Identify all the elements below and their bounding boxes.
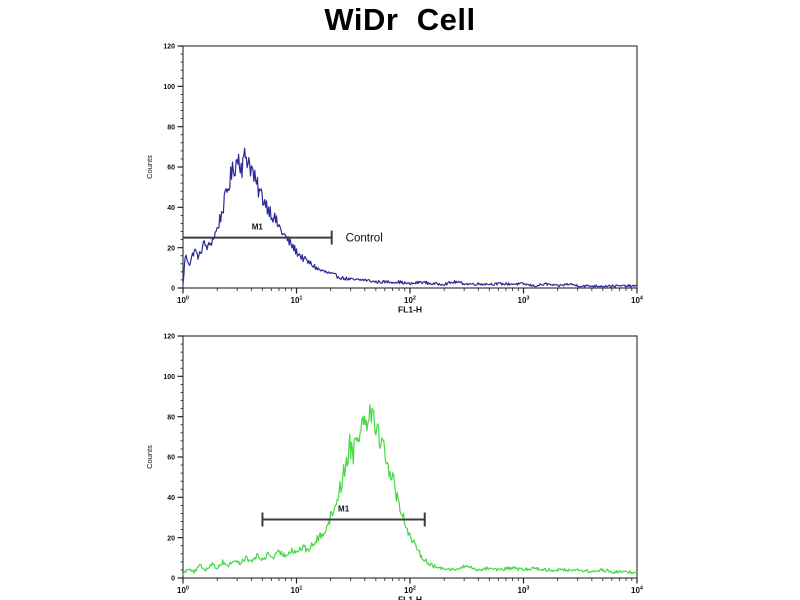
x-tick-label: 100 — [177, 586, 189, 596]
control-annotation: Control — [346, 233, 383, 245]
y-tick-label: 80 — [167, 414, 175, 421]
y-tick-label: 20 — [167, 535, 175, 542]
y-tick-label: 60 — [167, 165, 175, 172]
marker-m1-label: M1 — [252, 223, 264, 232]
x-tick-label: 102 — [404, 586, 416, 596]
y-tick-label: 120 — [163, 44, 175, 51]
y-tick-label: 20 — [167, 245, 175, 252]
x-tick-label: 101 — [291, 296, 303, 306]
y-tick-label: 120 — [163, 334, 175, 341]
y-tick-label: 80 — [167, 124, 175, 131]
x-axis-label: FL1-H — [398, 305, 422, 315]
y-axis-label: Counts — [145, 445, 154, 469]
y-tick-label: 100 — [163, 84, 175, 91]
x-tick-label: 102 — [404, 296, 416, 306]
x-tick-label: 101 — [291, 586, 303, 596]
x-tick-label: 103 — [518, 586, 530, 596]
y-tick-label: 0 — [171, 286, 175, 293]
marker-m1-label: M1 — [338, 505, 350, 514]
x-tick-label: 100 — [177, 296, 189, 306]
control-curve — [182, 147, 638, 288]
y-tick-label: 40 — [167, 495, 175, 502]
stained-curve — [182, 404, 638, 576]
x-tick-label: 103 — [518, 296, 530, 306]
y-tick-label: 40 — [167, 205, 175, 212]
plot-frame — [182, 335, 638, 579]
y-tick-label: 0 — [171, 576, 175, 583]
figure-title: WiDr Cell — [324, 2, 476, 37]
y-tick-label: 60 — [167, 455, 175, 462]
x-tick-label: 104 — [631, 296, 644, 306]
y-tick-label: 100 — [163, 374, 175, 381]
flow-histogram-top: 0 20 40 60 80 100 120 100 101 102 103 104 FL1-H Count… — [145, 44, 644, 315]
x-axis-label: FL1-H — [398, 595, 422, 600]
flow-histogram-bottom: 0 20 40 60 80 100 120 100 101 102 103 104 FL1-H Count… — [145, 334, 644, 600]
y-axis-label: Counts — [145, 155, 154, 179]
x-tick-label: 104 — [631, 586, 644, 596]
